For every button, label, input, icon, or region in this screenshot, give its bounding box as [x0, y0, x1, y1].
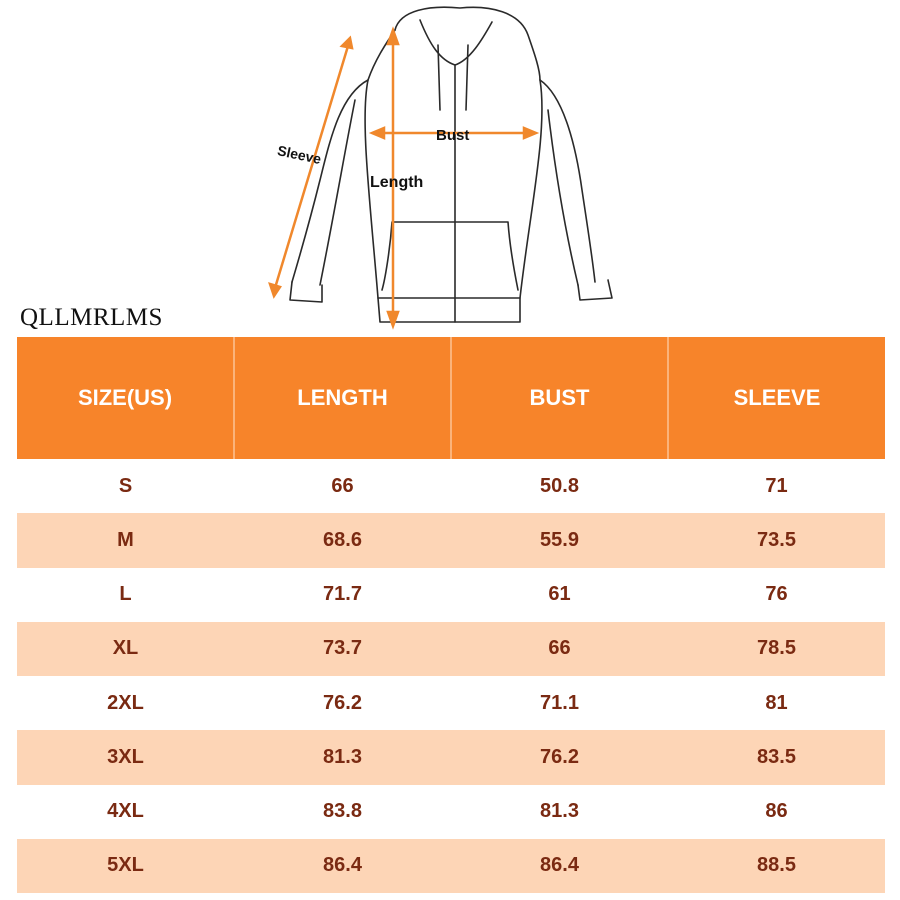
- table-row: XL 73.7 66 78.5: [17, 621, 885, 676]
- header-sleeve: SLEEVE: [667, 337, 885, 459]
- cell-bust: 66: [451, 621, 668, 676]
- header-length: LENGTH: [233, 337, 451, 459]
- cell-length: 81.3: [234, 730, 451, 785]
- table-row: 4XL 83.8 81.3 86: [17, 784, 885, 839]
- cell-size: S: [17, 459, 234, 514]
- cell-bust: 50.8: [451, 459, 668, 514]
- table-row: 5XL 86.4 86.4 88.5: [17, 838, 885, 893]
- cell-size: 5XL: [17, 838, 234, 893]
- cell-sleeve: 86: [668, 784, 885, 839]
- header-row: SIZE(US) LENGTH BUST SLEEVE: [17, 337, 885, 459]
- cell-sleeve: 78.5: [668, 621, 885, 676]
- cell-sleeve: 81: [668, 676, 885, 731]
- table-row: S 66 50.8 71: [17, 459, 885, 514]
- sleeve-label: Sleeve: [276, 142, 323, 167]
- hoodie-icon: [289, 6, 613, 323]
- cell-length: 68.6: [234, 513, 451, 568]
- cell-bust: 71.1: [451, 676, 668, 731]
- cell-bust: 86.4: [451, 838, 668, 893]
- cell-length: 66: [234, 459, 451, 514]
- hoodie-illustration: Sleeve Length Bust: [268, 6, 613, 330]
- measurement-arrows: [268, 26, 540, 330]
- cell-length: 86.4: [234, 838, 451, 893]
- cell-size: L: [17, 567, 234, 622]
- table-row: M 68.6 55.9 73.5: [17, 513, 885, 568]
- cell-length: 71.7: [234, 567, 451, 622]
- cell-sleeve: 76: [668, 567, 885, 622]
- length-label: Length: [370, 174, 423, 191]
- bust-label: Bust: [436, 127, 469, 144]
- cell-bust: 61: [451, 567, 668, 622]
- cell-size: 3XL: [17, 730, 234, 785]
- cell-length: 83.8: [234, 784, 451, 839]
- header-size: SIZE(US): [17, 337, 234, 459]
- cell-sleeve: 83.5: [668, 730, 885, 785]
- cell-size: 4XL: [17, 784, 234, 839]
- size-chart-table: SIZE(US) LENGTH BUST SLEEVE S 66 50.8 71…: [17, 337, 885, 893]
- cell-size: XL: [17, 621, 234, 676]
- cell-bust: 76.2: [451, 730, 668, 785]
- table-row: 2XL 76.2 71.1 81: [17, 676, 885, 731]
- cell-length: 76.2: [234, 676, 451, 731]
- cell-size: M: [17, 513, 234, 568]
- table-row: L 71.7 61 76: [17, 567, 885, 622]
- cell-sleeve: 73.5: [668, 513, 885, 568]
- cell-size: 2XL: [17, 676, 234, 731]
- cell-sleeve: 71: [668, 459, 885, 514]
- cell-bust: 55.9: [451, 513, 668, 568]
- cell-length: 73.7: [234, 621, 451, 676]
- cell-sleeve: 88.5: [668, 838, 885, 893]
- header-bust: BUST: [450, 337, 668, 459]
- brand-name: QLLMRLMS: [20, 304, 163, 331]
- cell-bust: 81.3: [451, 784, 668, 839]
- table-row: 3XL 81.3 76.2 83.5: [17, 730, 885, 785]
